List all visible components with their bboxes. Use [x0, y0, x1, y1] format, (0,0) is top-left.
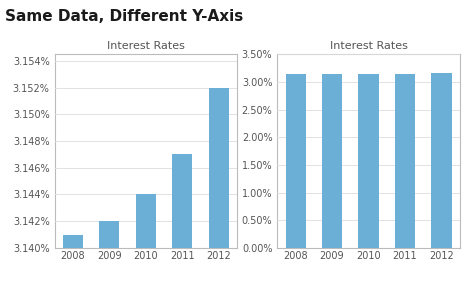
Bar	[99, 221, 119, 285]
Title: Interest Rates: Interest Rates	[107, 40, 185, 51]
Bar	[209, 87, 229, 285]
Bar	[63, 235, 83, 285]
Text: Same Data, Different Y-Axis: Same Data, Different Y-Axis	[5, 9, 243, 24]
Bar	[431, 74, 452, 248]
Bar	[285, 74, 306, 248]
Title: Interest Rates: Interest Rates	[329, 40, 408, 51]
Bar	[172, 154, 192, 285]
Bar	[136, 194, 156, 285]
Bar	[395, 74, 415, 248]
Bar	[322, 74, 342, 248]
Bar	[358, 74, 379, 248]
